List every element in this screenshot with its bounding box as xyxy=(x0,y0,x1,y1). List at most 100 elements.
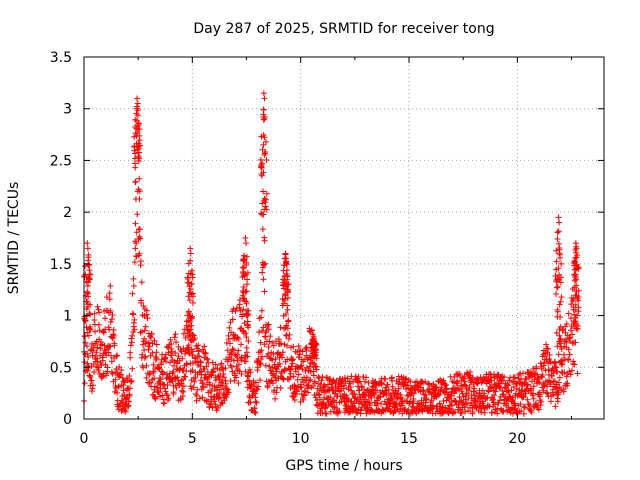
data-point xyxy=(243,312,250,319)
data-point xyxy=(114,389,121,396)
data-point xyxy=(132,130,139,137)
data-point xyxy=(270,342,277,349)
data-point xyxy=(234,351,241,358)
data-point xyxy=(261,114,268,121)
data-point xyxy=(553,284,560,291)
data-point xyxy=(570,358,577,365)
data-point xyxy=(143,338,150,345)
data-point xyxy=(259,264,266,271)
data-point xyxy=(555,214,562,221)
data-point xyxy=(136,250,143,257)
data-point xyxy=(204,356,211,363)
data-point xyxy=(317,396,324,403)
data-point xyxy=(95,306,102,313)
data-point xyxy=(470,388,477,395)
data-point xyxy=(399,410,406,417)
data-point xyxy=(557,274,564,281)
data-point xyxy=(477,392,484,399)
data-point xyxy=(89,347,96,354)
data-point xyxy=(373,387,380,394)
data-point xyxy=(257,377,264,384)
data-point xyxy=(295,343,302,350)
data-point xyxy=(132,220,139,227)
data-point xyxy=(566,351,573,358)
data-point xyxy=(575,293,582,300)
data-point xyxy=(240,306,247,313)
data-point xyxy=(491,392,498,399)
data-point xyxy=(234,334,241,341)
data-point xyxy=(283,311,290,318)
data-point xyxy=(87,311,94,318)
data-point xyxy=(99,354,106,361)
data-point xyxy=(485,388,492,395)
data-point xyxy=(380,408,387,415)
data-point xyxy=(180,376,187,383)
data-point xyxy=(141,335,148,342)
data-point xyxy=(554,308,561,315)
data-point xyxy=(461,378,468,385)
data-point xyxy=(506,377,513,384)
data-point xyxy=(171,334,178,341)
data-point xyxy=(259,146,266,153)
data-point xyxy=(187,383,194,390)
data-point xyxy=(178,348,185,355)
data-point xyxy=(511,406,518,413)
data-point xyxy=(303,374,310,381)
data-point xyxy=(109,370,116,377)
data-point xyxy=(190,360,197,367)
data-point xyxy=(515,375,522,382)
data-point xyxy=(138,279,145,286)
data-point xyxy=(546,351,553,358)
data-point xyxy=(554,343,561,350)
data-point xyxy=(464,400,471,407)
plot-frame xyxy=(83,56,605,420)
data-point xyxy=(284,294,291,301)
data-point xyxy=(245,338,252,345)
data-point xyxy=(189,331,196,338)
data-point xyxy=(169,370,176,377)
data-point xyxy=(235,380,242,387)
data-point xyxy=(436,400,443,407)
data-point xyxy=(263,190,270,197)
data-point xyxy=(190,384,197,391)
data-point xyxy=(262,362,269,369)
data-point xyxy=(175,343,182,350)
data-point xyxy=(494,410,501,417)
data-point xyxy=(538,398,545,405)
data-point xyxy=(530,395,537,402)
data-point xyxy=(136,132,143,139)
data-point xyxy=(449,402,456,409)
data-point xyxy=(508,387,515,394)
data-point xyxy=(220,374,227,381)
data-point xyxy=(275,363,282,370)
data-point xyxy=(569,331,576,338)
data-point xyxy=(546,358,553,365)
data-point xyxy=(465,407,472,414)
data-point xyxy=(321,383,328,390)
data-point xyxy=(275,336,282,343)
data-point xyxy=(556,251,563,258)
data-point xyxy=(399,402,406,409)
data-point xyxy=(260,132,267,139)
data-point xyxy=(372,382,379,389)
data-point xyxy=(520,410,527,417)
data-point xyxy=(366,402,373,409)
data-point xyxy=(451,390,458,397)
data-point xyxy=(458,410,465,417)
data-point xyxy=(229,345,236,352)
data-point xyxy=(161,400,168,407)
data-point xyxy=(199,394,206,401)
data-point xyxy=(135,120,142,127)
data-point xyxy=(227,362,234,369)
data-point xyxy=(155,389,162,396)
data-point xyxy=(534,405,541,412)
data-point xyxy=(84,245,91,252)
data-point xyxy=(136,226,143,233)
data-point xyxy=(143,362,150,369)
data-point xyxy=(279,354,286,361)
data-point xyxy=(299,348,306,355)
data-point xyxy=(553,290,560,297)
data-point xyxy=(239,313,246,320)
data-point xyxy=(86,372,93,379)
data-point xyxy=(306,363,313,370)
